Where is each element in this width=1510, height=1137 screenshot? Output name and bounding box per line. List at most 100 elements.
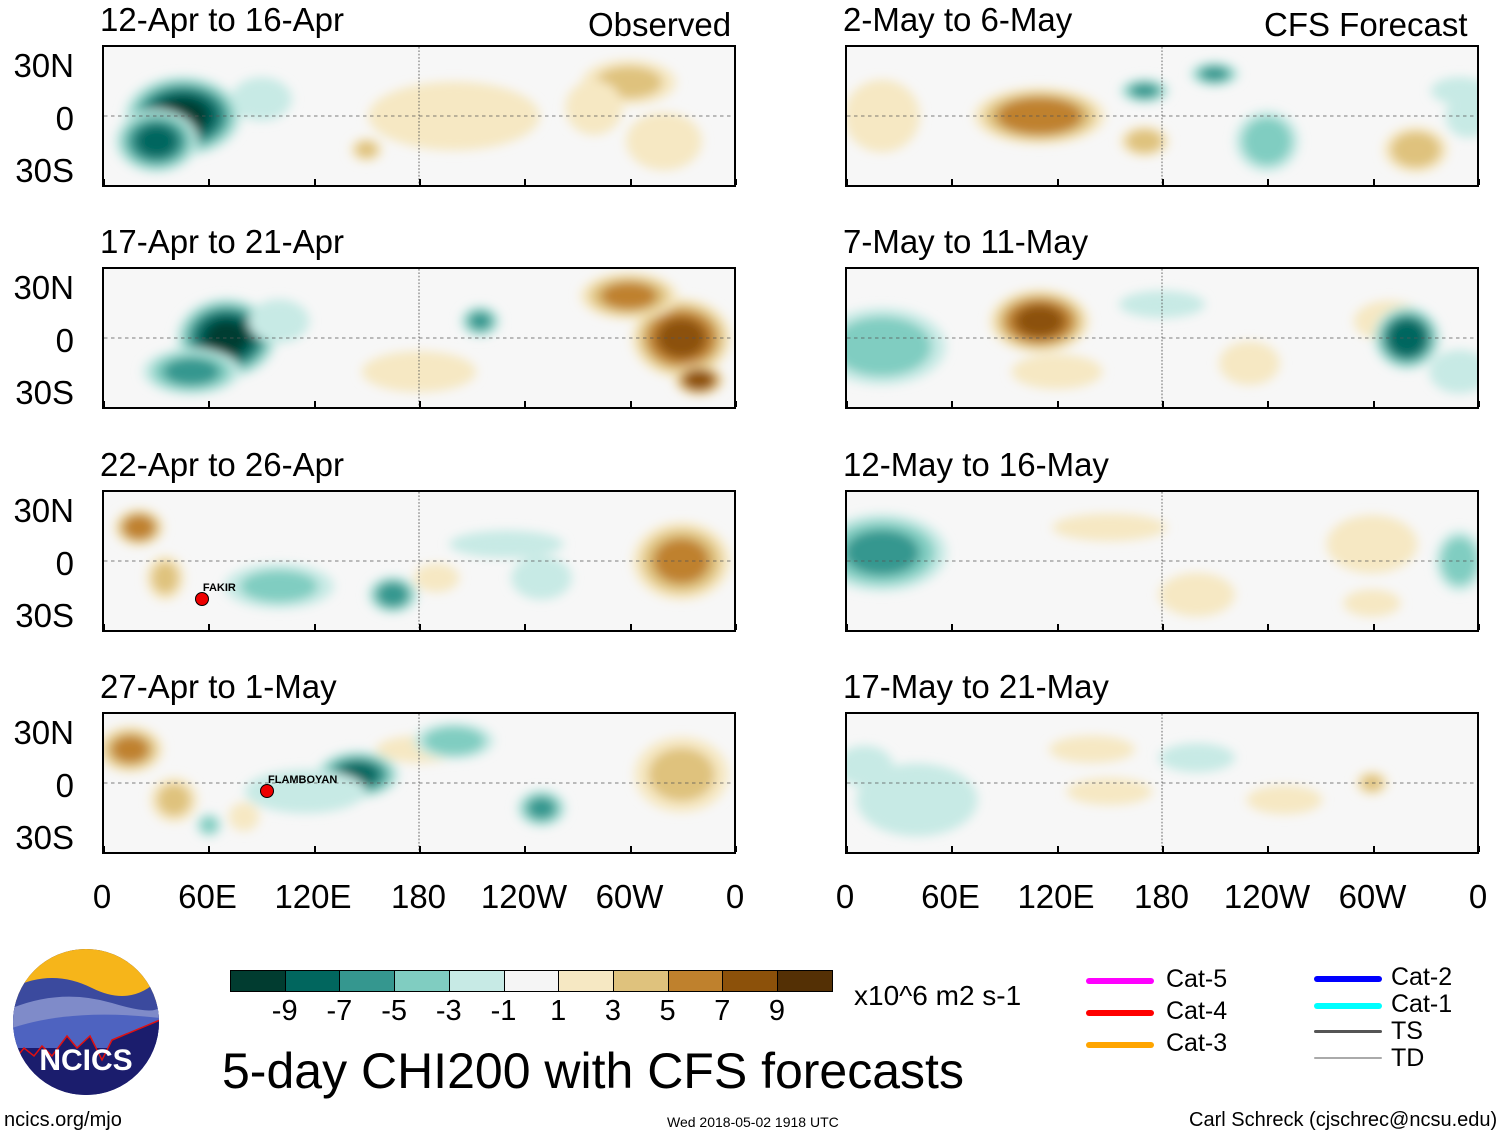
chi200-map-panel — [845, 712, 1480, 854]
legend-line-cat-5 — [1086, 978, 1154, 984]
chi200-map-panel: FAKIR — [102, 490, 737, 632]
ncics-logo: NCICS — [12, 948, 160, 1096]
panel-title: 17-Apr to 21-Apr — [100, 223, 344, 260]
colorbar-swatch — [558, 970, 615, 992]
colorbar-units: x10^6 m2 s-1 — [854, 980, 1022, 1011]
colorbar-swatch — [339, 970, 396, 992]
storm-marker-icon[interactable] — [260, 784, 275, 799]
anomaly-contour — [1219, 341, 1280, 386]
colorbar-label: 7 — [714, 995, 731, 1027]
colorbar-label: 5 — [659, 995, 676, 1027]
lon-tick — [1056, 624, 1059, 630]
lon-tick — [629, 179, 632, 185]
lon-tick — [1477, 846, 1480, 852]
chi200-map-panel — [845, 45, 1480, 187]
storm-name: FLAMBOYAN — [268, 774, 338, 787]
legend-label: Cat-2 — [1391, 963, 1453, 991]
anomaly-contour — [1445, 94, 1477, 138]
panel-title: 17-May to 21-May — [843, 668, 1109, 705]
lat-label: 30S — [15, 819, 74, 856]
lon-tick — [846, 179, 848, 185]
colorbar-swatch — [284, 970, 341, 992]
forecast-header: CFS Forecast — [1264, 6, 1468, 43]
colorbar-swatch — [612, 970, 669, 992]
colorbar-label: -7 — [326, 995, 353, 1027]
logo-text: NCICS — [39, 1044, 133, 1077]
anomaly-contour — [111, 735, 149, 763]
anomaly-contour — [1159, 572, 1235, 617]
footer-url[interactable]: ncics.org/mjo — [4, 1109, 122, 1131]
anomaly-contour — [231, 77, 292, 122]
anomaly-contour — [122, 514, 156, 540]
lon-tick — [1477, 179, 1480, 185]
footer-author: Carl Schreck (cjschrec@ncsu.edu) — [1189, 1109, 1498, 1131]
anomaly-contour — [1011, 354, 1103, 390]
lon-tick — [1056, 846, 1059, 852]
legend-label: Cat-1 — [1391, 990, 1453, 1018]
anomaly-contour — [847, 745, 894, 787]
anomaly-contour — [1049, 735, 1135, 764]
anomaly-contour — [200, 816, 218, 834]
anomaly-contour — [376, 582, 409, 608]
legend-label: Cat-5 — [1166, 965, 1228, 993]
anomaly-contour — [469, 312, 492, 331]
anomaly-contour — [626, 112, 702, 171]
anomaly-contour — [248, 299, 310, 344]
colorbar-label: 1 — [550, 995, 567, 1027]
lon-label: 180 — [1133, 878, 1190, 915]
lon-tick — [1267, 401, 1270, 407]
lat-label: 30S — [15, 374, 74, 411]
lat-label: 30N — [13, 714, 74, 751]
lat-label: 0 — [55, 321, 74, 359]
lon-label: 0 — [725, 878, 745, 915]
anomaly-contour — [527, 797, 556, 820]
lon-label: 60W — [1338, 878, 1407, 915]
lon-tick — [1056, 179, 1059, 185]
chi200-map-panel — [102, 267, 737, 409]
lon-tick — [1372, 179, 1375, 185]
lat-label: 30N — [13, 47, 74, 84]
lon-tick — [313, 624, 316, 630]
colorbar-swatch — [448, 970, 505, 992]
anomaly-contour — [1159, 743, 1235, 773]
legend-line-cat-2 — [1314, 976, 1382, 982]
storm-marker-icon[interactable] — [194, 591, 209, 606]
lon-tick — [208, 401, 211, 407]
lon-tick — [418, 624, 421, 630]
panel-title: 12-Apr to 16-Apr — [100, 1, 344, 38]
lon-label: 120E — [1017, 878, 1095, 915]
lat-label: 30S — [15, 152, 74, 189]
lon-tick — [1161, 846, 1164, 852]
colorbar-swatch — [394, 970, 451, 992]
anomaly-contour — [449, 530, 564, 558]
colorbar-swatch — [777, 970, 833, 992]
lon-label: 120E — [274, 878, 352, 915]
footer-timestamp: Wed 2018-05-02 1918 UTC — [667, 1114, 839, 1130]
anomaly-contour — [1429, 349, 1477, 394]
panel-title: 27-Apr to 1-May — [100, 668, 337, 705]
anomaly-contour — [1052, 513, 1167, 542]
legend-line-cat-4 — [1086, 1010, 1154, 1016]
lon-tick — [629, 624, 632, 630]
lon-tick — [846, 401, 848, 407]
lon-label: 120W — [480, 878, 568, 915]
colorbar-swatch — [667, 970, 724, 992]
lon-tick — [1267, 624, 1270, 630]
legend-label: Cat-3 — [1166, 1029, 1228, 1057]
lon-tick — [208, 846, 211, 852]
anomaly-contour — [244, 769, 366, 814]
anomaly-contour — [1391, 131, 1441, 168]
chi200-map-panel: FLAMBOYAN — [102, 712, 737, 854]
colorbar-label: -3 — [435, 995, 462, 1027]
lon-tick — [734, 401, 737, 407]
panel-title: 22-Apr to 26-Apr — [100, 446, 344, 483]
anomaly-contour — [1326, 515, 1418, 574]
anomaly-contour — [847, 316, 932, 377]
colorbar-swatch — [722, 970, 779, 992]
colorbar-label: -1 — [490, 995, 517, 1027]
anomaly-contour — [163, 358, 220, 386]
anomaly-contour — [1242, 117, 1292, 166]
anomaly-contour — [1014, 305, 1065, 338]
legend-line-cat-3 — [1086, 1042, 1154, 1048]
lon-tick — [418, 179, 421, 185]
